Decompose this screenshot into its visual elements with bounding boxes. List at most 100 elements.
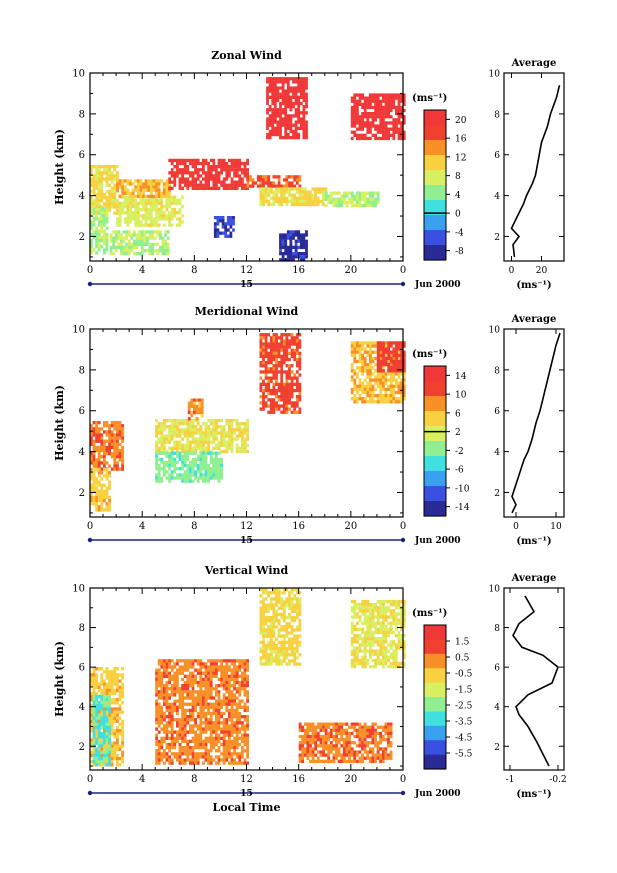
heatmap-cell <box>369 112 372 116</box>
heatmap-cell <box>165 182 169 186</box>
heatmap-cell <box>168 708 171 713</box>
heatmap-cell <box>90 502 93 506</box>
heatmap-cell <box>131 182 135 186</box>
heatmap-cell <box>92 697 96 702</box>
heatmap-cell <box>361 384 364 388</box>
heatmap-cell <box>358 136 362 141</box>
heatmap-cell <box>384 99 388 103</box>
colorbar-tick-label: 2 <box>455 428 461 438</box>
heatmap-cell <box>116 747 119 751</box>
heatmap-cell <box>100 223 104 227</box>
heatmap-cell <box>191 467 195 471</box>
x-tick-label: 8 <box>191 265 197 276</box>
colorbar-segment <box>424 388 446 393</box>
heatmap-cell <box>186 659 190 663</box>
heatmap-cell <box>133 245 136 250</box>
heatmap-cell <box>196 752 200 756</box>
heatmap-cell <box>168 158 172 163</box>
heatmap-cell <box>108 704 111 708</box>
heatmap-cell <box>212 464 216 468</box>
heatmap-cell <box>199 431 203 435</box>
heatmap-cell <box>164 252 167 256</box>
heatmap-cell <box>194 708 197 713</box>
heatmap-cell <box>215 721 218 725</box>
heatmap-cell <box>212 467 216 471</box>
heatmap-cell <box>110 171 114 175</box>
colorbar-segment <box>424 403 446 408</box>
heatmap-cell <box>259 385 263 390</box>
heatmap-cell <box>118 433 122 437</box>
heatmap-cell <box>268 108 272 112</box>
colorbar-tick-label: -14 <box>455 503 470 513</box>
heatmap-cell <box>105 211 109 215</box>
heatmap-cell <box>397 136 401 141</box>
heatmap-cell <box>392 105 396 110</box>
heatmap-cell <box>189 677 192 682</box>
heatmap-cell <box>92 670 96 674</box>
heatmap-cell <box>235 705 239 709</box>
heatmap-cell <box>97 165 101 169</box>
heatmap-cell <box>191 428 195 432</box>
heatmap-cell <box>200 414 204 418</box>
heatmap-cell <box>103 704 106 708</box>
heatmap-cell <box>228 708 231 713</box>
heatmap-cell <box>376 381 380 385</box>
heatmap-cell <box>369 350 372 354</box>
heatmap-cell <box>262 361 265 365</box>
heatmap-cell <box>389 359 393 364</box>
heatmap-cell <box>282 404 286 408</box>
heatmap-cell <box>297 89 301 93</box>
heatmap-cell <box>163 473 166 477</box>
heatmap-cell <box>382 133 385 137</box>
heatmap-cell <box>361 115 364 119</box>
heatmap-cell <box>363 400 367 404</box>
heatmap-cell <box>100 667 104 671</box>
heatmap-cell <box>186 479 190 483</box>
heatmap-cell <box>294 136 298 140</box>
heatmap-cell <box>382 96 385 100</box>
average-profile-line <box>511 332 561 514</box>
heatmap-cell <box>126 198 130 202</box>
heatmap-cell <box>209 693 213 697</box>
heatmap-cell <box>215 464 218 468</box>
heatmap-cell <box>92 207 96 212</box>
heatmap-cell <box>353 130 357 134</box>
heatmap-cell <box>121 208 125 212</box>
heatmap-cell <box>371 105 375 110</box>
heatmap-cell <box>100 180 104 184</box>
heatmap-cell <box>212 440 216 444</box>
heatmap-cell <box>387 387 390 392</box>
heatmap-cell <box>139 182 143 186</box>
heatmap-cell <box>358 194 362 198</box>
heatmap-cell <box>202 454 205 458</box>
heatmap-cell <box>280 398 284 402</box>
heatmap-cell <box>209 171 213 175</box>
heatmap-cell <box>207 687 210 691</box>
heatmap-cell <box>204 755 208 759</box>
heatmap-cell <box>371 112 375 116</box>
heatmap-cell <box>262 178 265 182</box>
heatmap-cell <box>204 454 208 458</box>
x-tick-label: 0 <box>87 521 93 532</box>
heatmap-cell <box>316 187 320 191</box>
heatmap-cell <box>228 687 231 691</box>
heatmap-cell <box>160 671 164 675</box>
heatmap-cell <box>113 442 117 446</box>
heatmap-cell <box>279 242 282 246</box>
heatmap-cell <box>178 220 182 224</box>
heatmap-cell <box>285 333 289 337</box>
heatmap-cell <box>147 182 151 186</box>
heatmap-cell <box>95 436 98 440</box>
heatmap-cell <box>230 428 234 432</box>
heatmap-cell <box>189 708 192 713</box>
heatmap-cell <box>285 392 289 396</box>
heatmap-cell <box>228 736 231 740</box>
heatmap-cell <box>199 671 203 675</box>
heatmap-cell <box>202 437 205 441</box>
heatmap-cell <box>163 434 166 438</box>
heatmap-cell <box>191 449 195 454</box>
heatmap-cell <box>306 190 310 194</box>
heatmap-cell <box>235 171 239 175</box>
heatmap-cell <box>259 361 263 365</box>
heatmap-cell <box>103 439 106 443</box>
